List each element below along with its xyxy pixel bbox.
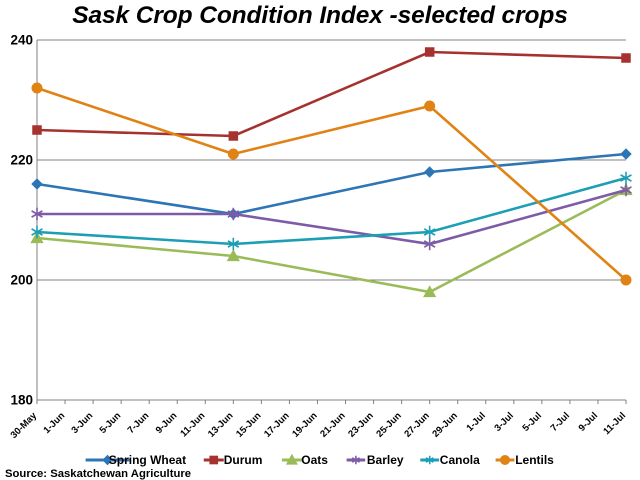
svg-text:7-Jul: 7-Jul <box>549 410 572 433</box>
svg-text:23-Jun: 23-Jun <box>346 410 376 440</box>
svg-text:1-Jun: 1-Jun <box>41 410 67 436</box>
svg-text:9-Jun: 9-Jun <box>154 410 180 436</box>
svg-text:220: 220 <box>10 153 33 168</box>
svg-text:5-Jul: 5-Jul <box>521 410 544 433</box>
svg-text:Canola: Canola <box>440 453 480 467</box>
svg-text:19-Jun: 19-Jun <box>290 410 320 440</box>
svg-text:Spring Wheat: Spring Wheat <box>109 453 186 467</box>
svg-text:240: 240 <box>10 33 33 48</box>
svg-text:15-Jun: 15-Jun <box>234 410 264 440</box>
svg-text:13-Jun: 13-Jun <box>206 410 236 440</box>
svg-text:1-Jul: 1-Jul <box>464 410 487 433</box>
svg-text:30-May: 30-May <box>9 410 40 441</box>
svg-text:21-Jun: 21-Jun <box>318 410 348 440</box>
svg-text:9-Jul: 9-Jul <box>577 410 600 433</box>
svg-text:17-Jun: 17-Jun <box>262 410 292 440</box>
svg-text:27-Jun: 27-Jun <box>402 410 432 440</box>
svg-text:200: 200 <box>10 273 33 288</box>
svg-text:29-Jun: 29-Jun <box>430 410 460 440</box>
svg-text:11-Jul: 11-Jul <box>601 410 628 437</box>
svg-text:5-Jun: 5-Jun <box>98 410 124 436</box>
svg-text:7-Jun: 7-Jun <box>126 410 152 436</box>
svg-text:Barley: Barley <box>367 453 404 467</box>
svg-text:Oats: Oats <box>301 453 328 467</box>
svg-text:3-Jun: 3-Jun <box>70 410 96 436</box>
svg-text:11-Jun: 11-Jun <box>178 410 207 439</box>
svg-text:Lentils: Lentils <box>515 453 554 467</box>
svg-text:3-Jul: 3-Jul <box>492 410 515 433</box>
svg-text:Durum: Durum <box>224 453 263 467</box>
svg-text:180: 180 <box>10 393 33 408</box>
svg-text:25-Jun: 25-Jun <box>374 410 404 440</box>
